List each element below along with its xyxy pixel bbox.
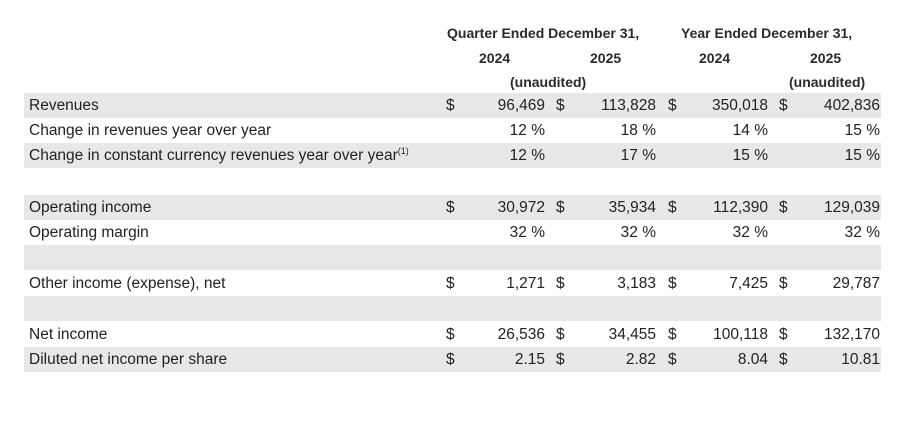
table-row: Other income (expense), net $1,271 $3,183 $… bbox=[24, 271, 881, 296]
col-year-y-2025: 2025 bbox=[810, 50, 842, 66]
currency-symbol: $ bbox=[779, 351, 788, 368]
table-row: Revenues $96,469 $113,828 $350,018 $402,836 bbox=[24, 93, 881, 118]
currency-symbol: $ bbox=[556, 326, 565, 343]
value-cell: 34,455 bbox=[608, 326, 656, 343]
col-year-y-2024: 2024 bbox=[699, 50, 731, 66]
currency-symbol: $ bbox=[446, 351, 455, 368]
value-cell: 112,390 bbox=[713, 199, 768, 216]
currency-symbol: $ bbox=[556, 275, 565, 292]
value-cell: 14 % bbox=[732, 122, 768, 139]
value-cell: 100,118 bbox=[713, 326, 768, 343]
value-cell: 30,972 bbox=[497, 199, 545, 216]
value-cell: 26,536 bbox=[497, 326, 545, 343]
value-cell: 32 % bbox=[620, 224, 656, 241]
row-label-text: Operating margin bbox=[29, 224, 149, 241]
currency-symbol: $ bbox=[668, 97, 677, 114]
value-cell: 29,787 bbox=[832, 275, 880, 292]
value-cell: 2.15 bbox=[514, 351, 545, 368]
currency-symbol: $ bbox=[668, 351, 677, 368]
row-label: Operating income bbox=[29, 195, 151, 220]
table-row: Operating margin 32 % 32 % 32 % 32 % bbox=[24, 220, 881, 245]
currency-symbol: $ bbox=[556, 351, 565, 368]
value-cell: 402,836 bbox=[823, 97, 880, 114]
table-row: Operating income $30,972 $35,934 $112,390 $1… bbox=[24, 195, 881, 220]
value-cell: 18 % bbox=[620, 122, 656, 139]
value-cell: 113,828 bbox=[601, 97, 656, 114]
row-label: Other income (expense), net bbox=[29, 271, 225, 296]
value-cell: 3,183 bbox=[617, 275, 656, 292]
row-label-text: Change in constant currency revenues yea… bbox=[29, 147, 398, 164]
value-cell: 132,170 bbox=[823, 326, 880, 343]
row-label: Revenues bbox=[29, 93, 99, 118]
row-label: Change in revenues year over year bbox=[29, 118, 271, 143]
currency-symbol: $ bbox=[779, 97, 788, 114]
row-label: Change in constant currency revenues yea… bbox=[29, 143, 409, 168]
table-row: Net income $26,536 $34,455 $100,118 $132,170 bbox=[24, 322, 881, 347]
currency-symbol: $ bbox=[779, 199, 788, 216]
unaudited-note-quarter: (unaudited) bbox=[510, 74, 587, 90]
currency-symbol: $ bbox=[668, 199, 677, 216]
quarter-ended-header: Quarter Ended December 31, bbox=[447, 25, 640, 41]
value-cell: 129,039 bbox=[823, 199, 880, 216]
currency-symbol: $ bbox=[668, 326, 677, 343]
value-cell: 32 % bbox=[844, 224, 880, 241]
currency-symbol: $ bbox=[779, 275, 788, 292]
year-ended-header: Year Ended December 31, bbox=[681, 25, 853, 41]
currency-symbol: $ bbox=[779, 326, 788, 343]
currency-symbol: $ bbox=[556, 97, 565, 114]
table-spacer-row bbox=[24, 169, 881, 194]
currency-symbol: $ bbox=[446, 199, 455, 216]
col-year-q-2024: 2024 bbox=[479, 50, 511, 66]
row-label-text: Net income bbox=[29, 326, 108, 343]
table-spacer-row bbox=[24, 245, 881, 270]
table-row: Diluted net income per share $2.15 $2.82 $8… bbox=[24, 347, 881, 372]
row-label: Net income bbox=[29, 322, 107, 347]
currency-symbol: $ bbox=[446, 97, 455, 114]
table-row: Change in constant currency revenues yea… bbox=[24, 143, 881, 168]
currency-symbol: $ bbox=[668, 275, 677, 292]
unaudited-note-year: (unaudited) bbox=[789, 74, 866, 90]
value-cell: 15 % bbox=[844, 122, 880, 139]
value-cell: 96,469 bbox=[497, 97, 545, 114]
currency-symbol: $ bbox=[556, 199, 565, 216]
currency-symbol: $ bbox=[446, 275, 455, 292]
value-cell: 12 % bbox=[509, 147, 545, 164]
col-year-q-2025: 2025 bbox=[590, 50, 622, 66]
value-cell: 15 % bbox=[732, 147, 768, 164]
value-cell: 12 % bbox=[509, 122, 545, 139]
value-cell: 32 % bbox=[732, 224, 768, 241]
value-cell: 17 % bbox=[620, 147, 656, 164]
value-cell: 1,271 bbox=[506, 275, 545, 292]
value-cell: 32 % bbox=[509, 224, 545, 241]
row-label: Diluted net income per share bbox=[29, 347, 227, 372]
value-cell: 35,934 bbox=[608, 199, 656, 216]
row-label: Operating margin bbox=[29, 220, 149, 245]
value-cell: 7,425 bbox=[729, 275, 768, 292]
row-label-text: Other income (expense), net bbox=[29, 275, 226, 292]
row-label-text: Diluted net income per share bbox=[29, 351, 228, 368]
currency-symbol: $ bbox=[446, 326, 455, 343]
value-cell: 8.04 bbox=[737, 351, 768, 368]
row-label-text: Change in revenues year over year bbox=[29, 122, 272, 139]
table-row: Change in revenues year over year 12 % 18 … bbox=[24, 118, 881, 143]
row-label-text: Operating income bbox=[29, 199, 152, 216]
value-cell: 350,018 bbox=[711, 97, 768, 114]
row-label-text: Revenues bbox=[29, 97, 99, 114]
table-spacer-row bbox=[24, 296, 881, 321]
footnote-marker: (1) bbox=[397, 145, 409, 156]
value-cell: 2.82 bbox=[625, 351, 656, 368]
value-cell: 10.81 bbox=[841, 351, 880, 368]
value-cell: 15 % bbox=[844, 147, 880, 164]
